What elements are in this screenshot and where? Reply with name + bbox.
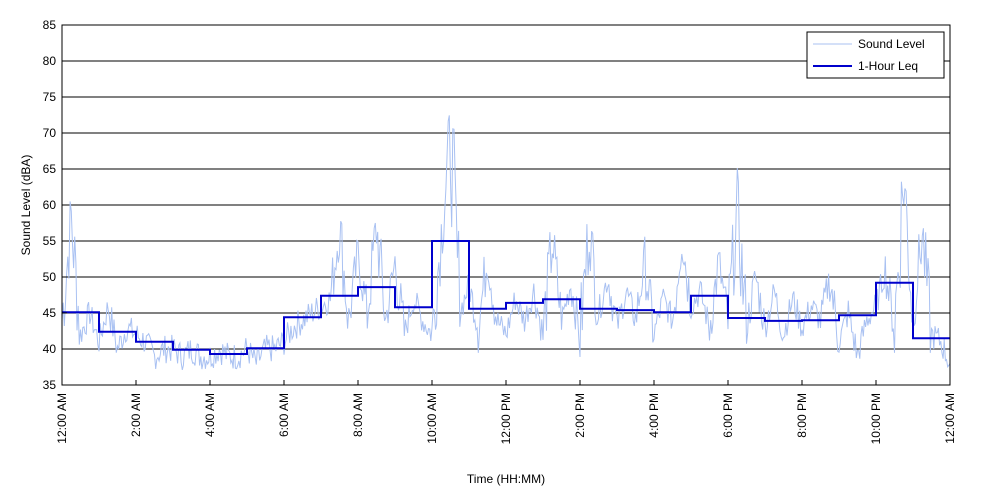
x-tick-label: 6:00 PM <box>721 393 735 438</box>
legend-label-1-hour-leq: 1-Hour Leq <box>858 59 918 73</box>
y-tick-label: 75 <box>43 90 57 104</box>
legend: Sound Level 1-Hour Leq <box>806 31 945 79</box>
series-sound-level-line <box>61 115 951 371</box>
y-tick-label: 60 <box>43 198 57 212</box>
series-1-hour-leq-line <box>62 240 950 355</box>
x-tick-label: 4:00 PM <box>647 393 661 438</box>
x-tick-label: 2:00 PM <box>573 393 587 438</box>
y-axis-label: Sound Level (dBA) <box>19 155 33 256</box>
axis-ticks: 35 40 45 50 55 60 65 70 75 80 85 12:00 AM 2:00 AM 4:0… <box>43 18 957 444</box>
series-layer <box>61 115 951 371</box>
y-tick-label: 50 <box>43 270 57 284</box>
y-tick-label: 85 <box>43 18 57 32</box>
x-tick-label: 12:00 AM <box>943 393 957 444</box>
y-tick-label: 70 <box>43 126 57 140</box>
y-tick-label: 45 <box>43 306 57 320</box>
x-tick-label: 12:00 AM <box>55 393 69 444</box>
x-tick-label: 4:00 AM <box>203 393 217 437</box>
y-tick-label: 35 <box>43 378 57 392</box>
x-tick-label: 8:00 PM <box>795 393 809 438</box>
x-tick-label: 2:00 AM <box>129 393 143 437</box>
y-tick-label: 65 <box>43 162 57 176</box>
x-tick-label: 6:00 AM <box>277 393 291 437</box>
y-tick-label: 55 <box>43 234 57 248</box>
x-tick-label: 12:00 PM <box>499 393 513 444</box>
x-axis-label: Time (HH:MM) <box>467 472 545 486</box>
legend-box <box>806 31 945 79</box>
legend-label-sound-level: Sound Level <box>858 37 925 51</box>
x-tick-label: 10:00 PM <box>869 393 883 444</box>
y-tick-label: 80 <box>43 54 57 68</box>
x-tick-label: 8:00 AM <box>351 393 365 437</box>
x-tick-label: 10:00 AM <box>425 393 439 444</box>
y-tick-label: 40 <box>43 342 57 356</box>
